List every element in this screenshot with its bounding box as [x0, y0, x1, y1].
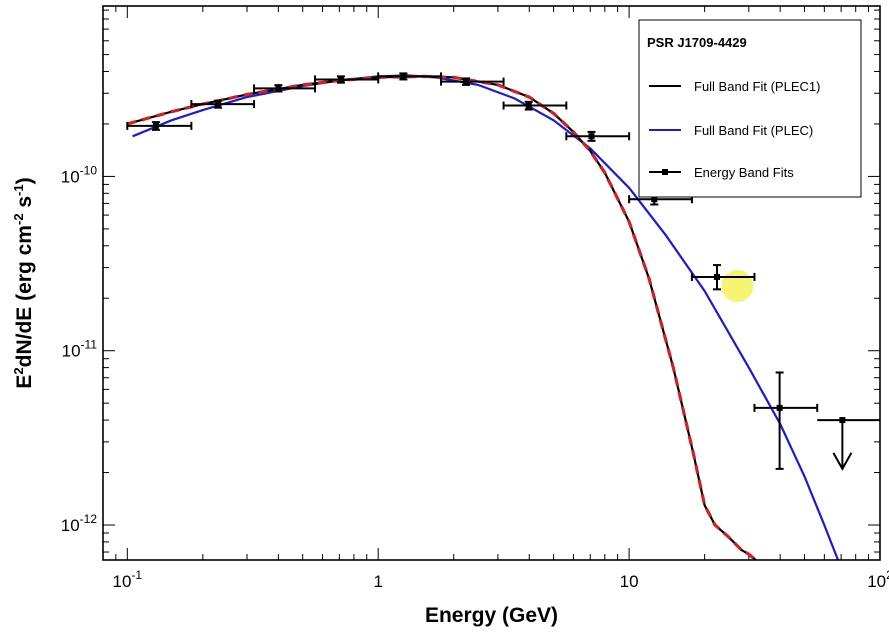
band-point — [253, 84, 317, 93]
ylabel-part: 2 — [11, 367, 26, 374]
y-tick-label-base: 10 — [61, 167, 80, 186]
x-tick-label: 10-1 — [113, 568, 143, 591]
x-tick-label: 1 — [373, 572, 382, 591]
band-point-marker — [400, 73, 407, 80]
band-point — [190, 99, 256, 109]
legend-label-plec1: Full Band Fit (PLEC1) — [694, 79, 820, 94]
ylabel-part: -2 — [11, 213, 26, 225]
x-tick-label: 10 — [620, 572, 639, 591]
y-tick-label: 10-10 — [61, 163, 98, 186]
band-point-marker — [463, 78, 470, 85]
band-point — [377, 72, 443, 81]
y-tick-label-exp: -10 — [80, 163, 98, 177]
x-tick-label-exp: -1 — [131, 568, 142, 582]
energy-band-points — [126, 72, 880, 471]
y-tick-label-exp: -11 — [81, 338, 98, 352]
y-tick-label: 10-12 — [61, 512, 98, 535]
band-point-marker — [713, 273, 720, 280]
legend-label-plec: Full Band Fit (PLEC) — [694, 123, 813, 138]
x-tick-label-exp: 2 — [886, 568, 889, 582]
legend-box — [638, 19, 862, 198]
highlight-marker — [721, 270, 754, 303]
ylabel-part: E — [13, 375, 36, 389]
legend: PSR J1709-4429 Full Band Fit (PLEC1) Ful… — [638, 19, 862, 198]
y-tick-label-base: 10 — [61, 516, 80, 535]
band-point — [753, 371, 819, 470]
ylabel-part: ) — [13, 177, 36, 184]
band-point-marker — [275, 85, 282, 92]
band-point-marker — [651, 196, 658, 203]
band-point-marker — [588, 133, 595, 140]
x-tick-label: 102 — [867, 568, 889, 591]
y-tick-label-base: 10 — [62, 342, 81, 361]
x-tick-label-base: 10 — [113, 572, 132, 591]
x-tick-label-base: 10 — [867, 572, 886, 591]
band-point-marker — [776, 404, 783, 411]
band-point — [690, 264, 756, 291]
plot-frame — [102, 5, 881, 561]
band-point-marker — [152, 122, 159, 129]
band-point — [565, 130, 631, 142]
ylabel-part: dN/dE (erg cm — [13, 225, 36, 367]
band-point-marker — [525, 102, 532, 109]
upper-limit — [817, 417, 880, 471]
ylabel-part: -1 — [11, 184, 26, 196]
upper-limit-arrow-head — [832, 452, 853, 471]
fit-curves — [126, 74, 840, 560]
legend-title: PSR J1709-4429 — [647, 35, 747, 50]
legend-marker-band — [662, 169, 668, 175]
y-tick-label: 10-11 — [62, 338, 98, 361]
band-point — [502, 100, 568, 111]
ylabel-part: s — [13, 196, 36, 214]
y-axis-label: E2dN/dE (erg cm-2 s-1) — [11, 177, 36, 388]
curve-plec1-overlay — [126, 74, 757, 560]
band-point — [126, 121, 193, 131]
y-tick-label-exp: -12 — [80, 512, 98, 526]
band-point-marker — [337, 76, 344, 83]
x-axis-label: Energy (GeV) — [425, 604, 558, 627]
band-point — [440, 77, 505, 86]
legend-label-band: Energy Band Fits — [694, 165, 794, 180]
curve-plec — [132, 74, 840, 560]
axis-ticks — [102, 6, 881, 560]
band-point-marker — [215, 101, 222, 108]
